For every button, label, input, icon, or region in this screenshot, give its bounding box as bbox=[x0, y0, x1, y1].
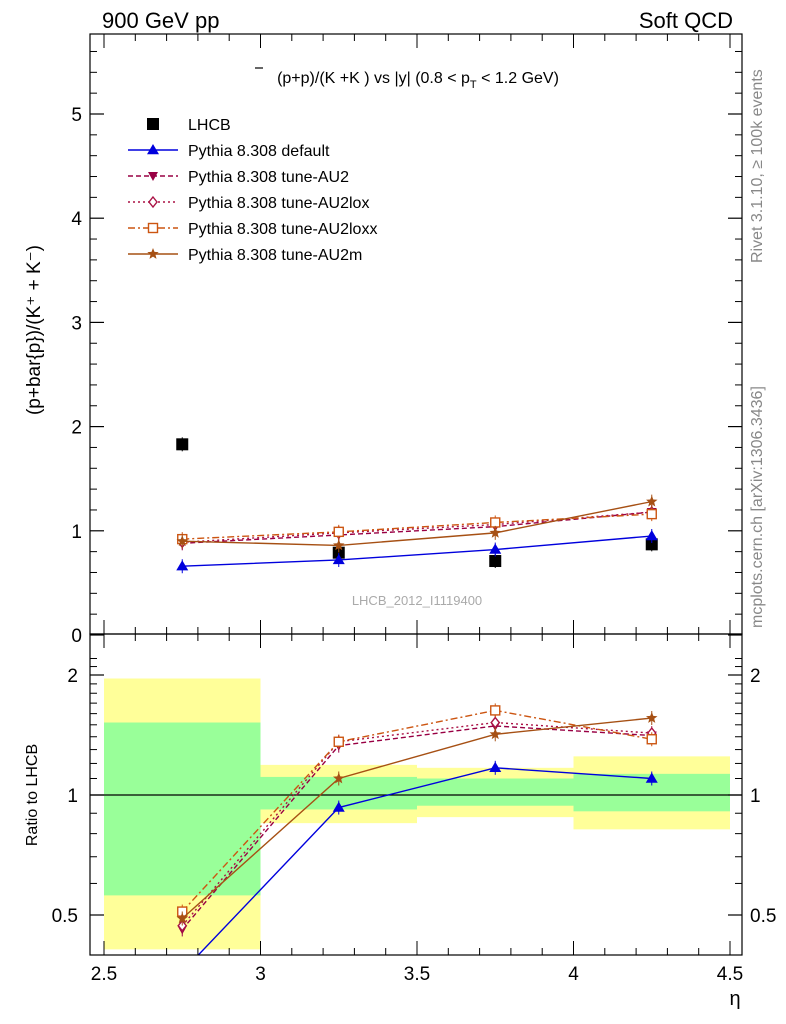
x-tick-label: 2.5 bbox=[91, 964, 117, 985]
legend-label: LHCB bbox=[188, 117, 231, 134]
x-tick-label: 3.5 bbox=[404, 964, 430, 985]
y-tick-label: 4 bbox=[71, 209, 82, 230]
mcplots-label: mcplots.cern.ch [arXiv:1306.3436] bbox=[749, 386, 766, 628]
ratio-y-tick-label-right: 2 bbox=[750, 666, 761, 687]
y-tick-label: 0 bbox=[71, 626, 82, 647]
header-right: Soft QCD bbox=[639, 8, 733, 33]
data-point bbox=[646, 712, 658, 723]
data-point bbox=[645, 538, 658, 551]
y-tick-label: 3 bbox=[71, 313, 82, 334]
y-tick-label: 5 bbox=[71, 105, 82, 126]
ratio-ylabel: Ratio to LHCB bbox=[24, 744, 41, 846]
legend-marker bbox=[147, 248, 159, 259]
ratio-frame bbox=[89, 633, 743, 956]
data-point bbox=[489, 526, 501, 538]
legend-marker bbox=[147, 144, 159, 155]
series-line-pythia-8-308-tune-au2 bbox=[182, 511, 652, 545]
legend-marker bbox=[147, 222, 159, 234]
x-tick-label: 3 bbox=[255, 964, 266, 985]
series-line-pythia-8-308-default bbox=[182, 535, 652, 567]
data-point bbox=[490, 517, 501, 528]
main-panel: 0 1 2 3 4 5 (p+p)/(K +K ) vs |y| (0.8 < pT < … bbox=[24, 33, 743, 647]
series-line-pythia-8-308-tune-au2loxx bbox=[182, 513, 652, 540]
series-line-pythia-8-308-default bbox=[197, 767, 652, 955]
ratio-panel: 0.5 0.5 1 1 2 2 2.5 3 3.5 4 4.5 Ratio to LHCB η bbox=[24, 633, 776, 1010]
data-point bbox=[645, 530, 658, 541]
series-line-pythia-8-308-tune-au2loxx bbox=[181, 709, 652, 913]
main-ylabel: (p+bar{p})/(K⁺ + K⁻) bbox=[24, 245, 45, 415]
rivet-label: Rivet 3.1.10, ≥ 100k events bbox=[749, 69, 766, 263]
ratio-y-tick-label-right: 1 bbox=[750, 786, 761, 807]
y-tick-label: 2 bbox=[71, 418, 82, 439]
data-point bbox=[489, 543, 502, 554]
main-plot-area: 0 1 2 3 4 5 bbox=[71, 34, 742, 647]
data-point bbox=[177, 919, 188, 932]
data-point bbox=[333, 772, 345, 784]
data-point bbox=[489, 728, 501, 740]
legend-marker bbox=[148, 172, 158, 181]
data-point bbox=[490, 705, 501, 716]
legend: LHCB Pythia 8.308 default Pythia 8.308 tun… bbox=[128, 117, 377, 264]
x-tick-label: 4 bbox=[568, 964, 579, 985]
data-point bbox=[176, 912, 188, 924]
series-line-pythia-8-308-tune-au2m bbox=[181, 717, 652, 920]
series-line-pythia-8-308-tune-au2m bbox=[182, 500, 652, 547]
ratio-y-tick-label: 1 bbox=[67, 786, 78, 807]
uncertainty-band-green bbox=[417, 778, 574, 806]
legend-label: Pythia 8.308 tune-AU2m bbox=[188, 247, 362, 264]
ratio-y-tick-label: 2 bbox=[67, 666, 78, 687]
data-point bbox=[333, 736, 344, 747]
series-line-pythia-8-308-tune-au2lox bbox=[181, 721, 652, 927]
ratio-plot-area: 0.5 0.5 1 1 2 2 2.5 3 3.5 4 4.5 bbox=[52, 634, 776, 985]
series-line-pythia-8-308-tune-au2 bbox=[181, 725, 652, 930]
data-point bbox=[332, 553, 345, 565]
legend-label: Pythia 8.308 default bbox=[188, 143, 330, 160]
uncertainty-band-green bbox=[104, 722, 261, 896]
main-title: (p+p)/(K +K ) vs |y| (0.8 < pT < 1.2 GeV… bbox=[277, 70, 559, 91]
data-point bbox=[646, 734, 657, 745]
data-point bbox=[646, 508, 657, 520]
analysis-watermark: LHCB_2012_I1119400 bbox=[352, 593, 482, 608]
data-point bbox=[646, 495, 658, 507]
data-point bbox=[333, 526, 344, 538]
y-tick-label: 1 bbox=[71, 522, 82, 543]
data-point bbox=[333, 539, 345, 551]
ratio-y-tick-label: 0.5 bbox=[52, 906, 78, 927]
data-point bbox=[645, 772, 658, 783]
data-point bbox=[176, 535, 188, 547]
data-point bbox=[332, 801, 345, 812]
legend-label: Pythia 8.308 tune-AU2loxx bbox=[188, 221, 377, 238]
series-line-pythia-8-308-tune-au2lox bbox=[182, 511, 652, 543]
data-point bbox=[176, 560, 189, 571]
data-point bbox=[176, 438, 189, 451]
ratio-series-group bbox=[90, 678, 742, 955]
ratio-y-tick-label-right: 0.5 bbox=[750, 906, 776, 927]
legend-label: Pythia 8.308 tune-AU2 bbox=[188, 169, 349, 186]
x-axis-label: η bbox=[729, 988, 740, 1010]
x-tick-label: 4.5 bbox=[717, 964, 743, 985]
data-point bbox=[489, 761, 502, 773]
data-point bbox=[489, 555, 502, 568]
legend-marker bbox=[148, 195, 158, 209]
legend-marker bbox=[147, 118, 159, 130]
legend-label: Pythia 8.308 tune-AU2lox bbox=[188, 195, 369, 212]
header-left: 900 GeV pp bbox=[102, 8, 219, 33]
main-series-group bbox=[176, 437, 658, 574]
